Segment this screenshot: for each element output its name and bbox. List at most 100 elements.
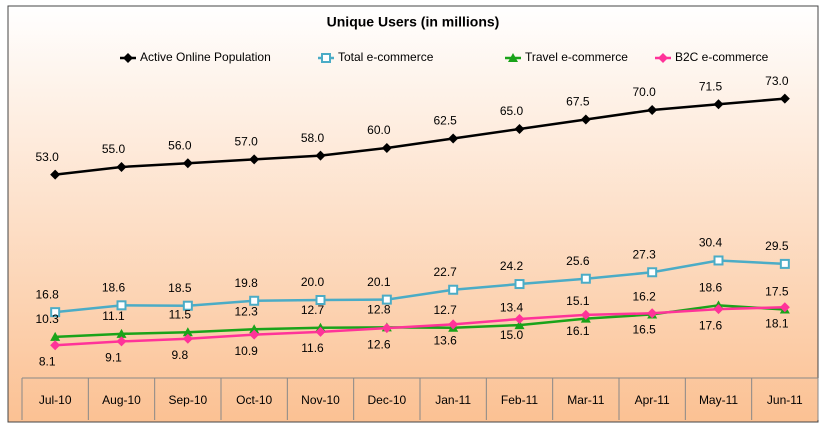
data-point (514, 279, 525, 290)
data-label: 53.0 (35, 150, 59, 164)
data-label: 9.8 (171, 348, 188, 362)
data-label: 25.6 (566, 254, 590, 268)
data-label: 12.7 (301, 303, 325, 317)
data-point (580, 309, 591, 320)
data-label: 30.4 (699, 236, 723, 250)
data-point (116, 328, 127, 338)
data-point (381, 143, 392, 153)
data-label: 16.1 (566, 324, 590, 338)
x-tick-label: Nov-10 (301, 393, 340, 407)
data-label: 18.1 (765, 316, 789, 330)
data-label: 11.5 (169, 307, 192, 321)
data-label: 16.8 (35, 287, 59, 301)
data-point (315, 326, 326, 337)
data-point (713, 304, 724, 315)
legend-label: B2C e-commerce (675, 50, 769, 64)
x-tick-label: Jun-11 (767, 393, 803, 407)
x-tick-label: Feb-11 (501, 393, 538, 407)
data-point (182, 300, 193, 311)
data-label: 11.1 (102, 309, 125, 323)
data-label: 12.8 (367, 303, 391, 317)
data-point (514, 124, 525, 134)
data-label: 70.0 (632, 85, 656, 99)
data-point (713, 99, 724, 110)
data-label: 17.6 (699, 318, 723, 332)
data-label: 13.6 (433, 333, 457, 347)
data-label: 10.9 (234, 344, 258, 358)
data-point (514, 314, 525, 324)
legend-label: Travel e-commerce (525, 50, 628, 64)
x-tick-label: Jan-11 (435, 393, 471, 407)
data-point (647, 267, 658, 278)
data-point (50, 307, 61, 318)
x-tick-label: Aug-10 (102, 393, 141, 407)
data-point (50, 169, 61, 180)
data-point (647, 308, 658, 319)
data-point (315, 150, 326, 161)
data-label: 58.0 (301, 131, 325, 145)
x-tick-label: Sep-10 (168, 393, 207, 407)
data-label: 12.6 (367, 337, 391, 351)
x-tick-label: Mar-11 (567, 393, 604, 407)
data-label: 56.0 (168, 138, 192, 152)
data-label: 29.5 (765, 239, 789, 253)
data-label: 60.0 (367, 123, 391, 137)
data-label: 65.0 (500, 104, 524, 118)
data-label: 20.0 (301, 275, 325, 289)
data-point (779, 93, 790, 104)
data-label: 13.4 (500, 300, 524, 314)
x-tick-label: Oct-10 (236, 393, 272, 407)
data-label: 62.5 (433, 114, 457, 128)
data-point (779, 258, 790, 269)
data-point (182, 158, 193, 169)
data-label: 12.3 (234, 304, 258, 318)
data-point (448, 133, 459, 144)
data-point (448, 284, 459, 295)
data-label: 18.6 (102, 280, 126, 294)
data-point (182, 333, 193, 344)
legend-label: Active Online Population (140, 50, 271, 64)
data-point (315, 295, 326, 305)
data-label: 15.0 (500, 328, 524, 342)
x-tick-label: Dec-10 (367, 393, 406, 407)
data-point (116, 336, 127, 347)
data-label: 24.2 (500, 259, 524, 273)
data-label: 16.2 (632, 290, 656, 304)
data-label: 16.5 (632, 322, 656, 336)
data-point (514, 320, 525, 330)
data-point (249, 295, 260, 306)
data-point (116, 300, 127, 311)
data-label: 71.5 (699, 79, 723, 93)
data-label: 10.3 (35, 312, 59, 326)
chart-title: Unique Users (in millions) (327, 14, 500, 30)
data-label: 57.0 (234, 135, 258, 149)
data-label: 19.8 (234, 276, 258, 290)
data-label: 18.5 (168, 281, 192, 295)
data-label: 22.7 (433, 265, 457, 279)
series-line (55, 97, 785, 176)
legend-marker (658, 53, 668, 63)
data-label: 73.0 (765, 74, 789, 88)
data-label: 17.5 (765, 285, 789, 299)
data-point (249, 329, 260, 340)
data-label: 55.0 (102, 142, 126, 156)
chart-background (7, 5, 819, 423)
data-point (713, 255, 724, 266)
series-line (55, 305, 785, 347)
x-tick-label: Jul-10 (39, 393, 72, 407)
data-point (381, 323, 392, 334)
data-label: 18.6 (699, 280, 723, 294)
data-point (249, 324, 260, 334)
data-point (116, 162, 127, 172)
data-label: 8.1 (39, 354, 56, 368)
legend-marker (123, 53, 133, 63)
data-point (647, 105, 658, 115)
data-point (580, 273, 591, 284)
data-label: 67.5 (566, 95, 590, 109)
data-point (448, 319, 459, 330)
data-label: 9.1 (105, 351, 122, 365)
x-tick-label: Apr-11 (635, 393, 670, 407)
data-point (50, 331, 61, 341)
data-point (182, 327, 193, 337)
data-label: 12.7 (433, 303, 457, 317)
